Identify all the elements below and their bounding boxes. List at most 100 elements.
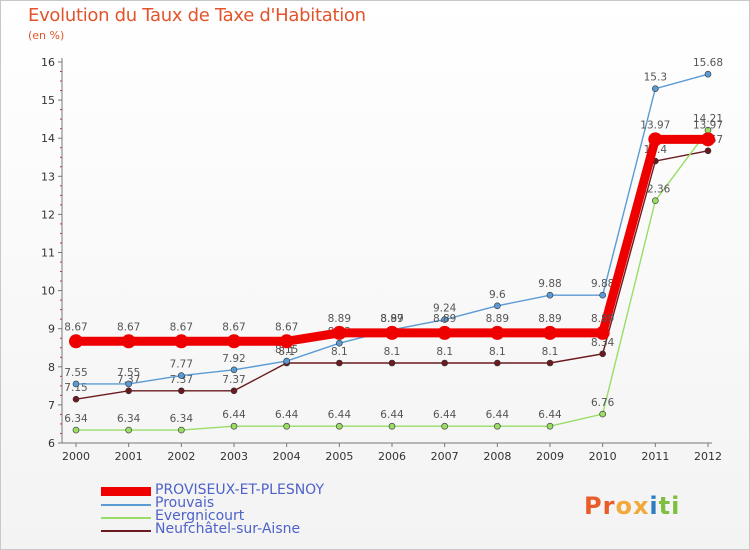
data-point [72,426,80,434]
data-label: 6.76 [591,397,615,409]
logo-letter: t [658,492,672,520]
x-tick-label: 2008 [483,450,511,463]
data-point [704,147,712,155]
data-point [599,291,606,299]
data-point [494,302,501,310]
data-point [595,325,610,340]
data-point [599,350,606,358]
data-point [178,426,185,434]
chart-title: Evolution du Taux de Taxe d'Habitation [28,5,366,26]
data-point [121,334,136,349]
data-label: 7.15 [64,382,87,394]
data-point [704,70,712,78]
data-point [546,422,554,430]
data-label: 8.1 [489,346,506,358]
y-tick-label: 8 [48,361,55,374]
data-point [125,387,132,395]
data-label: 8.15 [275,344,298,356]
logo-letter: P [584,492,603,520]
data-point [230,366,238,374]
data-point [283,422,290,430]
data-point [125,380,132,388]
y-tick-label: 11 [41,247,55,260]
data-label: 6.44 [222,409,246,421]
series-line [76,134,708,346]
legend-label: PROVISEUX-ET-PLESNOY [155,482,324,498]
data-point [336,339,343,347]
data-point [648,132,663,147]
data-label: 14.21 [693,113,723,125]
logo-letter: r [602,492,616,520]
data-label: 6.34 [170,413,194,425]
y-tick-label: 7 [48,399,55,412]
data-point [336,359,343,367]
data-label: 9.88 [591,278,614,290]
y-tick-label: 15 [41,94,55,107]
x-tick-label: 2004 [273,450,301,463]
legend-swatch [101,504,151,506]
x-tick-label: 2002 [167,450,195,463]
legend-label: Neufchâtel-sur-Aisne [155,521,301,537]
series-evergnicourt: 6.34 6.34 6.34 6.44 6.44 6.44 6.44 6.44 6.44 6.44… [64,113,723,434]
data-point [230,387,238,395]
data-point [283,357,290,365]
proxiti-logo: Proxiti [584,492,680,520]
data-point [385,325,399,340]
data-label: 8.1 [331,346,348,358]
data-label: 8.1 [278,346,295,358]
data-point [336,422,343,430]
data-point [72,395,80,403]
data-point [388,359,396,367]
legend-label: Evergnicourt [155,508,245,524]
legend-swatch [101,487,151,496]
data-point [178,387,185,395]
x-tick-label: 2007 [431,450,459,463]
data-label: 6.44 [433,409,457,421]
data-point [652,85,659,92]
x-tick-label: 2000 [62,450,90,463]
data-label: 8.67 [117,321,140,333]
y-tick-label: 16 [41,56,55,69]
data-label: 8.34 [591,337,615,349]
data-label: 8.89 [486,313,509,325]
x-tick-label: 2012 [694,450,722,463]
data-point [227,334,241,349]
data-label: 8.89 [433,313,456,325]
x-tick-label: 2009 [536,450,564,463]
data-label: 7.55 [117,367,140,379]
x-tick-label: 2010 [589,450,617,463]
legend-label: Prouvais [155,495,215,511]
y-tick-label: 13 [41,170,55,183]
data-point [178,372,185,379]
data-point [332,325,347,340]
logo-letter: x [632,492,650,520]
data-point [441,359,448,367]
data-point [543,325,557,340]
y-tick-label: 6 [48,437,55,450]
data-point [494,422,501,430]
data-label: 6.44 [486,409,510,421]
data-label: 8.67 [275,321,298,333]
data-label: 12.36 [640,184,670,196]
data-point [230,422,238,430]
data-point [388,422,396,430]
data-label: 7.55 [64,367,87,379]
data-point [490,325,505,340]
data-label: 8.67 [170,321,193,333]
data-point [125,426,132,434]
data-label: 13.97 [693,119,723,131]
data-point [441,316,448,323]
data-point [279,334,294,349]
data-label: 15.3 [644,72,667,84]
data-label: 8.89 [328,313,351,325]
y-tick-label: 14 [41,132,55,145]
data-label: 8.97 [380,313,403,325]
data-label: 6.34 [64,413,88,425]
data-label: 8.89 [380,313,403,325]
data-label: 7.77 [170,359,193,371]
data-point [437,325,452,340]
data-point [441,422,448,430]
legend-swatch [101,530,151,532]
data-label: 6.44 [328,409,352,421]
